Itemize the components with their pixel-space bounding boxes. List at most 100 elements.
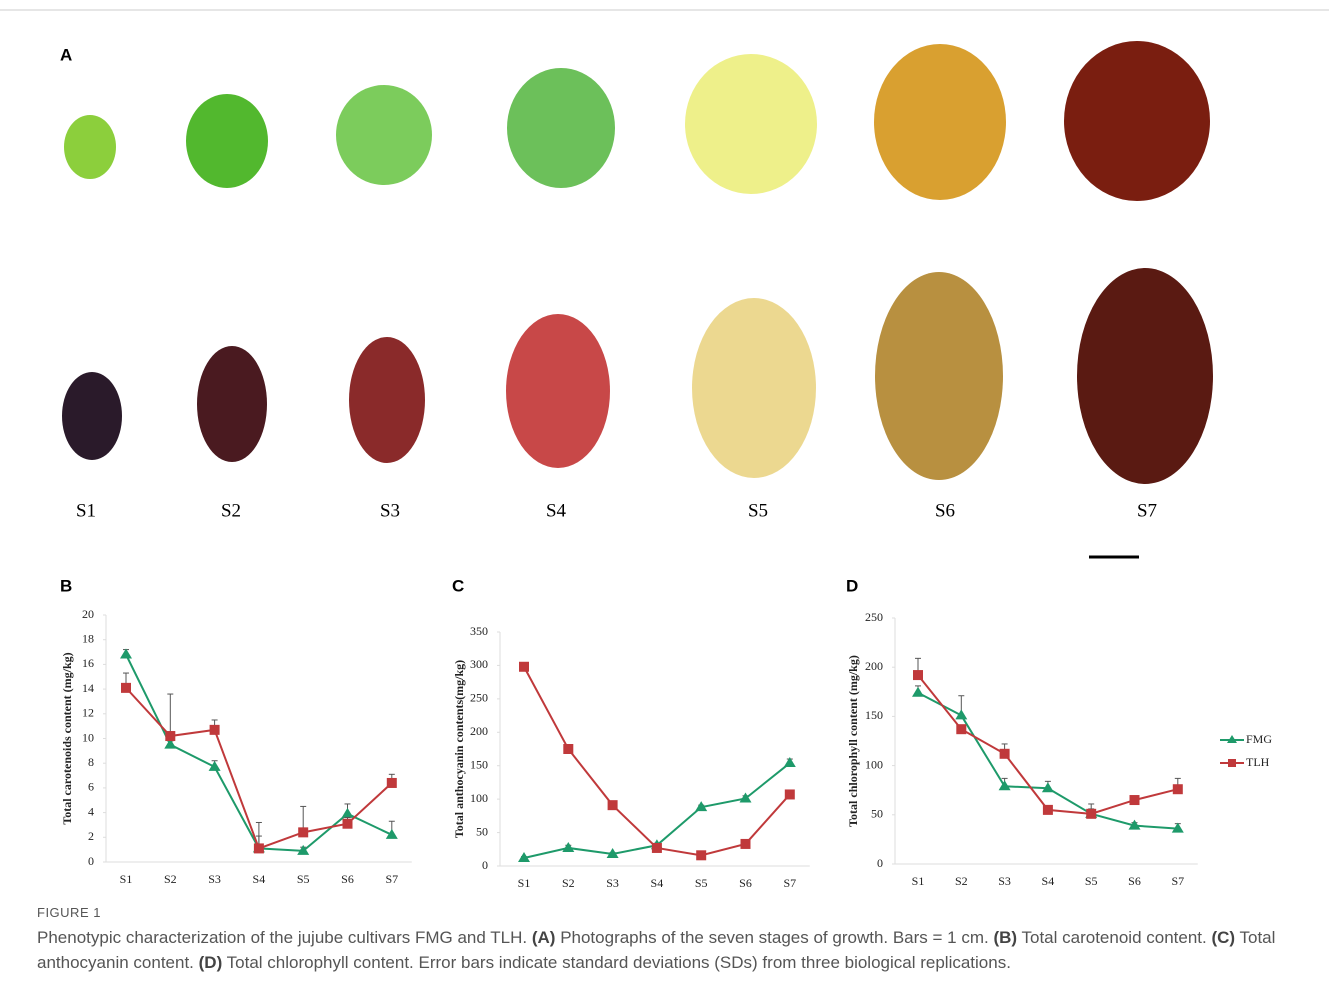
x-tick-label: S6: [739, 876, 752, 890]
marker: [955, 709, 967, 719]
x-tick-label: S2: [164, 872, 177, 886]
y-tick-label: 250: [865, 610, 883, 624]
y-tick-label: 16: [82, 656, 94, 670]
x-tick-label: S2: [955, 874, 968, 888]
marker: [387, 778, 397, 788]
y-tick-label: 8: [88, 755, 94, 769]
marker: [343, 819, 353, 829]
y-tick-label: 150: [470, 757, 488, 771]
marker: [342, 808, 354, 818]
caption: Phenotypic characterization of the jujub…: [37, 925, 1312, 975]
marker: [1000, 749, 1010, 759]
marker: [608, 800, 618, 810]
panel-label: C: [452, 576, 464, 595]
x-tick-label: S7: [1171, 874, 1184, 888]
x-tick-label: S7: [783, 876, 796, 890]
y-axis-label: Total anthocyanin contents(mg/kg): [452, 660, 466, 838]
figure-label: FIGURE 1: [37, 905, 101, 920]
x-tick-label: S7: [385, 872, 398, 886]
marker: [1173, 784, 1183, 794]
x-tick-label: S6: [1128, 874, 1141, 888]
stage-label: S1: [76, 500, 96, 521]
marker: [912, 687, 924, 697]
x-tick-label: S3: [998, 874, 1011, 888]
series-line: [918, 675, 1178, 814]
marker: [741, 839, 751, 849]
x-tick-label: S3: [606, 876, 619, 890]
marker: [519, 662, 529, 672]
legend-marker: [1228, 759, 1236, 767]
marker: [210, 725, 220, 735]
marker: [999, 780, 1011, 790]
stage-label: S5: [748, 500, 768, 521]
legend-label: TLH: [1246, 755, 1270, 769]
marker: [165, 731, 175, 741]
caption-text: Total chlorophyll content. Error bars in…: [227, 953, 1011, 972]
y-tick-label: 100: [470, 791, 488, 805]
y-tick-label: 50: [871, 807, 883, 821]
marker: [120, 649, 132, 659]
marker: [785, 789, 795, 799]
legend-label: FMG: [1246, 732, 1272, 746]
y-tick-label: 4: [88, 804, 94, 818]
caption-text: Phenotypic characterization of the jujub…: [37, 928, 527, 947]
marker: [1086, 809, 1096, 819]
caption-key: (D): [199, 953, 223, 972]
y-tick-label: 100: [865, 757, 883, 771]
y-tick-label: 250: [470, 691, 488, 705]
y-tick-label: 150: [865, 708, 883, 722]
x-tick-label: S1: [120, 872, 133, 886]
marker: [1043, 805, 1053, 815]
marker: [696, 850, 706, 860]
panel-label: D: [846, 576, 858, 595]
chart: 050100150200250300350S1S2S3S4S5S6S7Total…: [452, 624, 810, 890]
marker: [784, 757, 796, 767]
y-tick-label: 200: [470, 724, 488, 738]
stage-label: S2: [221, 500, 241, 521]
caption-text: Photographs of the seven stages of growt…: [560, 928, 989, 947]
stage-label: S4: [546, 500, 567, 521]
y-tick-label: 0: [88, 854, 94, 868]
marker: [956, 724, 966, 734]
series-line: [524, 667, 790, 856]
y-tick-label: 6: [88, 780, 94, 794]
y-tick-label: 2: [88, 829, 94, 843]
stage-label: S6: [935, 500, 955, 521]
caption-text: Total carotenoid content.: [1022, 928, 1207, 947]
x-tick-label: S4: [651, 876, 664, 890]
x-tick-label: S5: [695, 876, 708, 890]
x-tick-label: S2: [562, 876, 575, 890]
marker: [652, 843, 662, 853]
x-tick-label: S3: [208, 872, 221, 886]
marker: [563, 744, 573, 754]
x-tick-label: S4: [253, 872, 266, 886]
marker: [1130, 795, 1140, 805]
marker: [254, 843, 264, 853]
caption-key: (B): [993, 928, 1017, 947]
y-tick-label: 0: [877, 856, 883, 870]
stage-label: S7: [1137, 500, 1157, 521]
y-tick-label: 14: [82, 681, 94, 695]
page: {"figure": {"panel_labels": ["A", "B", "…: [0, 0, 1329, 993]
panel-label: A: [60, 45, 72, 64]
y-tick-label: 350: [470, 624, 488, 638]
y-tick-label: 12: [82, 706, 94, 720]
x-tick-label: S1: [912, 874, 925, 888]
panel-label: B: [60, 576, 72, 595]
figure: A B C D S1S2S3S4S5S6S702468101214161820S…: [0, 0, 1329, 900]
x-tick-label: S4: [1042, 874, 1055, 888]
x-tick-label: S5: [297, 872, 310, 886]
y-axis-label: Total chlorophyll content (mg/kg): [846, 655, 860, 827]
x-tick-label: S6: [341, 872, 354, 886]
marker: [121, 683, 131, 693]
marker: [298, 827, 308, 837]
caption-key: (A): [532, 928, 556, 947]
y-tick-label: 10: [82, 730, 94, 744]
marker: [562, 842, 574, 852]
y-tick-label: 300: [470, 657, 488, 671]
y-tick-label: 50: [476, 824, 488, 838]
marker: [913, 670, 923, 680]
x-tick-label: S1: [518, 876, 531, 890]
